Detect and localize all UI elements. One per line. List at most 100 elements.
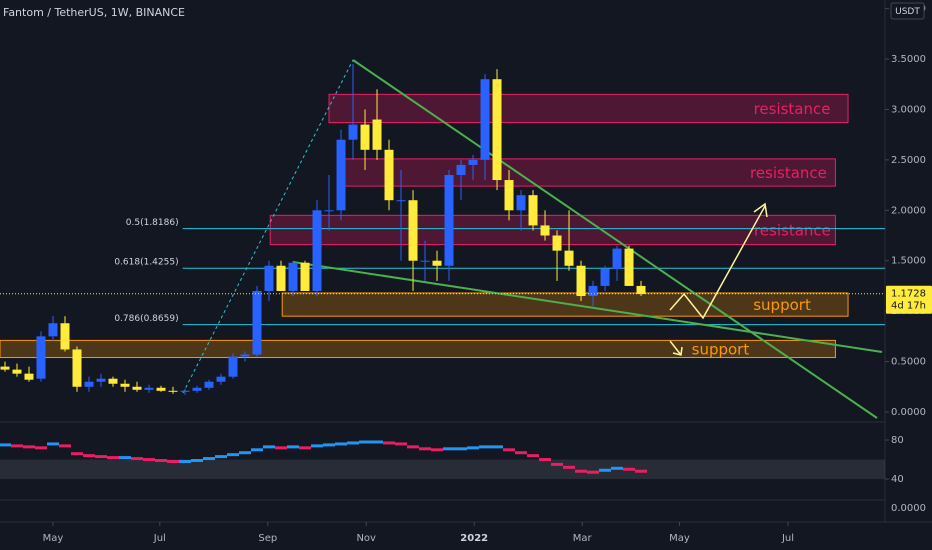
candle-body	[588, 285, 598, 297]
candle-body	[264, 265, 274, 291]
zone	[328, 93, 849, 124]
arrow-head	[672, 346, 683, 356]
x-tick-label: May	[669, 533, 690, 544]
candle-body	[288, 262, 298, 291]
x-tick-label: Mar	[573, 533, 593, 544]
candle-body	[144, 387, 154, 390]
candle-body	[204, 381, 214, 388]
candle-body	[456, 164, 466, 176]
candle-body	[36, 336, 46, 379]
candle-body	[624, 248, 634, 286]
axes: 0.00000.50001.00001.50002.00002.50003.00…	[0, 4, 932, 544]
candle-body	[168, 390, 178, 392]
currency-box	[890, 2, 925, 20]
candle-body	[84, 381, 94, 387]
candle-body	[420, 260, 430, 262]
currency: USDT	[895, 7, 920, 17]
candle-body	[492, 79, 502, 181]
candle-body	[540, 225, 550, 236]
arrow-head	[753, 202, 768, 218]
x-tick-label: Jul	[781, 533, 794, 544]
osc-band	[0, 459, 885, 480]
candle-body	[72, 349, 82, 387]
fib-label: 0.786(0.8659)	[114, 314, 178, 324]
chart-title: Fantom / TetherUS, 1W, BINANCE	[3, 6, 185, 19]
zone	[0, 339, 836, 359]
candle-body	[156, 387, 166, 391]
drawings	[182, 59, 883, 419]
candle-body	[300, 262, 310, 291]
x-tick-label: May	[43, 533, 64, 544]
x-tick-label: Sep	[258, 533, 277, 544]
candle-body	[24, 373, 34, 380]
candle-body	[576, 265, 586, 297]
zone-label: resistance	[754, 100, 831, 118]
candle-body	[396, 200, 406, 202]
candle-body	[552, 235, 562, 251]
candle-body	[528, 195, 538, 226]
candle-body	[276, 265, 286, 291]
candles	[0, 64, 646, 395]
y-tick-label: 1.5000	[891, 256, 926, 267]
candle-body	[120, 383, 130, 387]
y-tick-label: 0.5000	[891, 357, 926, 368]
candle-body	[216, 376, 226, 382]
candle-body	[60, 323, 70, 350]
zone-label: support	[692, 340, 750, 358]
osc-tick-label: 40	[891, 474, 904, 485]
zone-label: support	[753, 296, 811, 314]
fib-label: 0.618(1.4255)	[114, 258, 178, 268]
candle-body	[408, 200, 418, 261]
trend-line	[292, 261, 883, 353]
y-tick-label: 3.0000	[891, 104, 926, 115]
zones: resistance resistance resistance support sup…	[0, 93, 885, 359]
zone	[340, 158, 836, 187]
candle-body	[444, 175, 454, 266]
osc-tick-label: 80	[891, 435, 904, 446]
candle-body	[336, 139, 346, 211]
y-tick-label: 3.5000	[891, 54, 926, 65]
y-tick-label: 0.0000	[891, 407, 926, 418]
candle-body	[432, 260, 442, 266]
candle-body	[348, 124, 358, 140]
candle-body	[564, 250, 574, 266]
last-price-box	[886, 285, 932, 314]
y-tick-label: 2.0000	[891, 205, 926, 216]
candle-body	[516, 195, 526, 211]
trend-line	[182, 59, 354, 394]
trend-line	[352, 59, 878, 419]
candle-body	[108, 378, 118, 384]
candle-body	[504, 180, 514, 211]
y-tick-label: 2.5000	[891, 155, 926, 166]
x-tick-label: Jul	[153, 533, 166, 544]
candle-body	[240, 354, 250, 357]
countdown-label: 4d 17h	[891, 301, 926, 312]
candle-body	[252, 290, 262, 355]
x-tick-label: Nov	[356, 533, 376, 544]
projection-arrow	[669, 205, 766, 320]
lower-pane-tick-label: 0.0000	[891, 503, 926, 514]
zone-label: resistance	[754, 221, 831, 239]
candle-body	[180, 390, 190, 392]
candle-body	[48, 323, 58, 337]
candle-body	[372, 119, 382, 150]
candle-body	[312, 210, 322, 291]
candle-body	[360, 124, 370, 150]
candle-body	[12, 369, 22, 374]
candle-body	[228, 356, 238, 377]
candle-body	[96, 378, 106, 382]
candle-body	[132, 386, 142, 390]
projection-arrow	[669, 340, 682, 356]
candle-body	[600, 268, 610, 286]
candle-body	[324, 210, 334, 212]
candle-body	[636, 285, 646, 294]
candle-body	[384, 149, 394, 201]
candle-body	[480, 79, 490, 160]
candle-body	[468, 159, 478, 165]
x-tick-label: 2022	[460, 533, 488, 544]
last-price-label: 1.1728	[891, 289, 926, 300]
fib-label: 0.5(1.8186)	[126, 218, 179, 228]
